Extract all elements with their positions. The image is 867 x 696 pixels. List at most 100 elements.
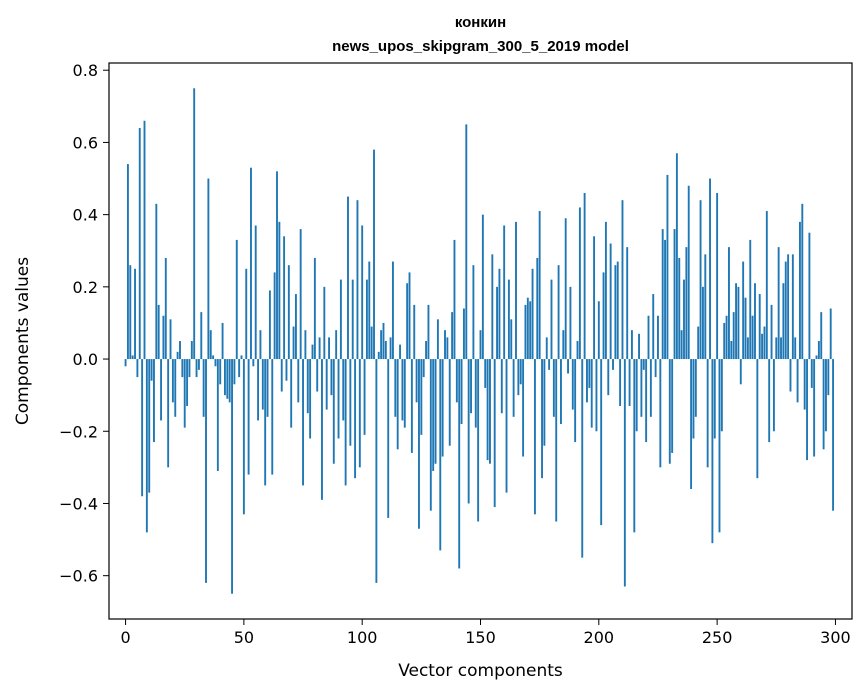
bar [560,359,562,425]
bar [126,164,129,360]
bar [616,261,619,360]
bar [292,326,295,360]
bar [254,225,257,360]
bar [214,359,217,367]
bar [193,88,196,360]
bar [309,359,312,439]
bar [401,359,404,421]
bar [491,254,494,360]
bar [276,171,278,360]
bar [787,254,790,360]
bar [822,359,825,450]
bar [209,330,212,360]
bar [242,359,245,515]
bar [489,359,491,464]
bar [231,359,233,594]
bar [671,359,674,453]
bar [207,178,210,360]
y-tick-label: −0.4 [59,494,98,513]
bar [205,359,207,583]
bar [635,359,638,432]
bar [278,221,281,360]
bar [647,315,650,360]
bar [164,257,167,360]
bar [321,359,323,500]
bar [162,315,165,360]
bar [519,359,522,385]
bar [588,359,591,388]
bar [408,272,411,360]
bar [413,304,416,360]
bar [832,359,835,511]
bar [382,322,385,360]
bar [541,359,543,479]
bar [829,308,832,360]
bar [652,294,655,360]
bar [389,337,392,360]
bar [697,326,700,360]
bar [706,359,709,468]
bar [297,359,300,403]
bar [124,359,127,367]
bar [607,359,610,396]
y-tick-label: 0.6 [73,133,98,152]
bar [595,359,598,432]
bar [474,359,477,428]
bar [250,167,252,360]
bar [129,265,132,360]
bar [384,341,387,360]
bar [406,283,409,360]
x-tick-label: 100 [347,628,378,647]
bar [160,359,162,421]
bar [136,359,139,378]
bar [545,337,548,360]
bar [290,359,293,428]
bar [522,359,525,457]
bar [550,279,553,360]
x-tick-label: 150 [465,628,496,647]
bar [704,254,707,360]
bar [789,359,792,392]
bar [240,355,243,360]
bar [626,247,629,360]
bar [661,229,664,360]
bar [224,359,226,396]
bar [467,359,470,504]
bar [723,322,726,360]
bar [200,312,203,360]
bar [342,359,345,421]
bar [735,283,737,360]
bar [264,359,267,486]
bar [261,359,264,410]
bar [460,359,463,425]
bar [746,337,749,360]
bar [285,359,288,381]
bar [131,355,134,360]
bar [373,149,375,360]
bar [477,359,480,522]
y-tick-label: 0.0 [73,350,98,369]
bar [642,359,645,370]
bar [470,359,472,414]
bar [498,268,501,360]
bar [465,124,468,360]
bar [780,337,782,360]
bar [732,312,735,360]
bar [399,344,401,360]
bar [235,239,238,360]
bar [370,326,373,360]
x-axis-label: Vector components [398,661,563,681]
bar [609,243,612,360]
bar [720,359,723,432]
bar [711,359,714,544]
bar [709,178,711,360]
bar [725,315,728,360]
bar [531,268,534,360]
bar [500,359,503,414]
bar [701,286,704,360]
bar [794,337,797,360]
bar [813,359,816,457]
bar [512,359,515,417]
bar [280,359,283,392]
bar [552,359,555,417]
